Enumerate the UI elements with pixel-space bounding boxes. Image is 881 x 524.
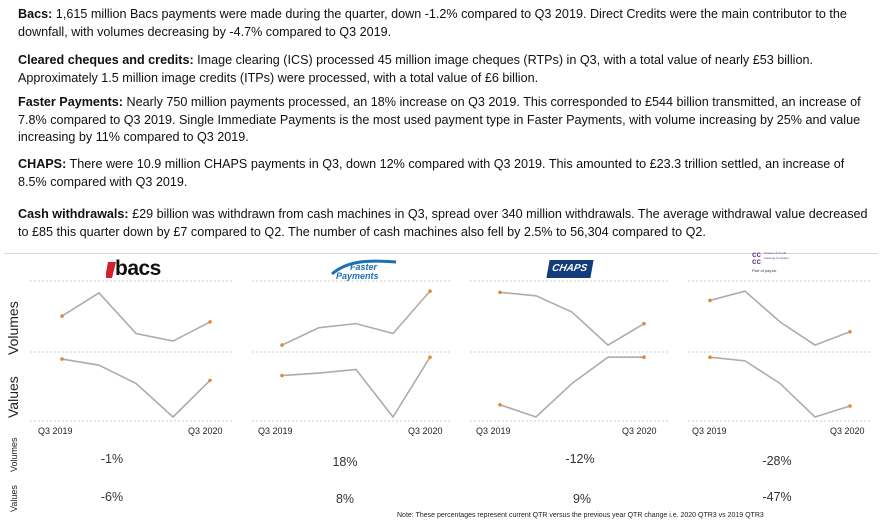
cash-heading: Cash withdrawals: [18,207,129,221]
point-faster-volumes-0 [280,343,284,347]
faster-heading: Faster Payments: [18,95,123,109]
bacs-paragraph: Bacs: 1,615 million Bacs payments were m… [18,6,874,41]
series-line-faster-values [281,356,431,419]
axis-tick-start-chaps: Q3 2019 [476,426,511,436]
ccc-mark-icon: cc cc [752,250,761,266]
point-chaps-volumes-4 [642,321,646,326]
cheques-text: Image clearing (ICS) processed 45 millio… [18,53,813,85]
cheques-paragraph: Cleared cheques and credits: Image clear… [18,52,874,87]
faster-values-change: 8% [335,492,355,506]
point-chaps-values-0 [498,403,502,407]
series-line-chaps-volumes [499,291,645,347]
point-faster-values-0 [280,373,284,378]
axis-tick-start-bacs: Q3 2019 [38,426,73,436]
charts-panel [4,253,878,521]
ccc-volumes-change: -28% [762,454,792,468]
point-bacs-volumes-4 [208,320,212,324]
point-ccc-volumes-4 [848,329,852,334]
axis-tick-end-chaps: Q3 2020 [622,426,657,436]
faster-logo-line1: Faster [350,262,378,272]
series-line-ccc-volumes [709,290,851,346]
ccc-logo-line2: Clearing Company [764,256,789,260]
bacs-logo-text: bacs [115,257,161,280]
chaps-heading: CHAPS: [18,157,67,171]
cash-text: £29 billion was withdrawn from cash mach… [18,207,868,239]
point-chaps-volumes-0 [498,290,502,295]
axis-tick-start-faster: Q3 2019 [258,426,293,436]
bacs-heading: Bacs: [18,7,53,21]
axis-tick-end-faster: Q3 2020 [408,426,443,436]
series-line-ccc-values [709,356,851,418]
bacs-values-change: -6% [100,490,124,504]
ccc-logo-line1: Cheque & Credit [764,251,787,255]
point-ccc-values-4 [848,404,852,408]
series-line-faster-volumes [281,290,431,346]
point-bacs-values-0 [60,357,64,361]
point-ccc-values-0 [708,355,712,360]
point-bacs-values-4 [208,378,212,383]
cash-paragraph: Cash withdrawals: £29 billion was withdr… [18,206,874,241]
series-line-chaps-values [499,356,644,418]
axis-tick-end-bacs: Q3 2020 [188,426,223,436]
cheques-heading: Cleared cheques and credits: [18,53,194,67]
point-bacs-volumes-0 [60,314,64,318]
ccc-values-change: -47% [762,490,792,504]
series-line-bacs-volumes [61,291,211,342]
faster-logo-line2: Payments [336,271,379,281]
faster-text: Nearly 750 million payments processed, a… [18,95,861,144]
chaps-text: There were 10.9 million CHAPS payments i… [18,157,845,189]
footnote: Note: These percentages represent curren… [397,512,764,519]
point-faster-values-4 [428,355,432,360]
faster-volumes-change: 18% [332,455,358,469]
point-chaps-values-4 [642,355,646,360]
axis-tick-start-ccc: Q3 2019 [692,426,727,436]
bacs-mark-icon [106,262,116,278]
chaps-paragraph: CHAPS: There were 10.9 million CHAPS pay… [18,156,874,191]
chaps-volumes-change: -12% [565,452,595,466]
axis-tick-end-ccc: Q3 2020 [830,426,865,436]
faster-paragraph: Faster Payments: Nearly 750 million paym… [18,94,874,147]
bacs-volumes-change: -1% [100,452,124,466]
faster-swoosh-icon [331,259,397,276]
bacs-text: 1,615 million Bacs payments were made du… [18,7,847,39]
cheque-credit-clearing-logo: cc cc Cheque & Credit Clearing Company Pa… [752,251,812,279]
ccc-logo-line3: Part of pay.uk [752,268,777,273]
series-line-bacs-values [61,358,211,419]
point-faster-volumes-4 [428,289,432,293]
point-ccc-volumes-0 [708,298,712,303]
chaps-values-change: 9% [572,492,592,506]
